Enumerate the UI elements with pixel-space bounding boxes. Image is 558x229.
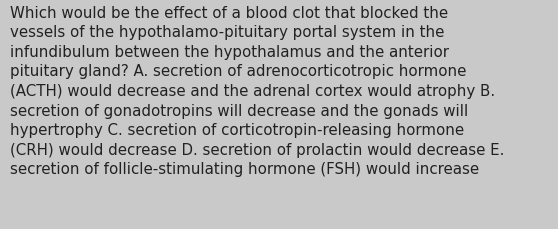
- Text: Which would be the effect of a blood clot that blocked the
vessels of the hypoth: Which would be the effect of a blood clo…: [10, 6, 504, 177]
